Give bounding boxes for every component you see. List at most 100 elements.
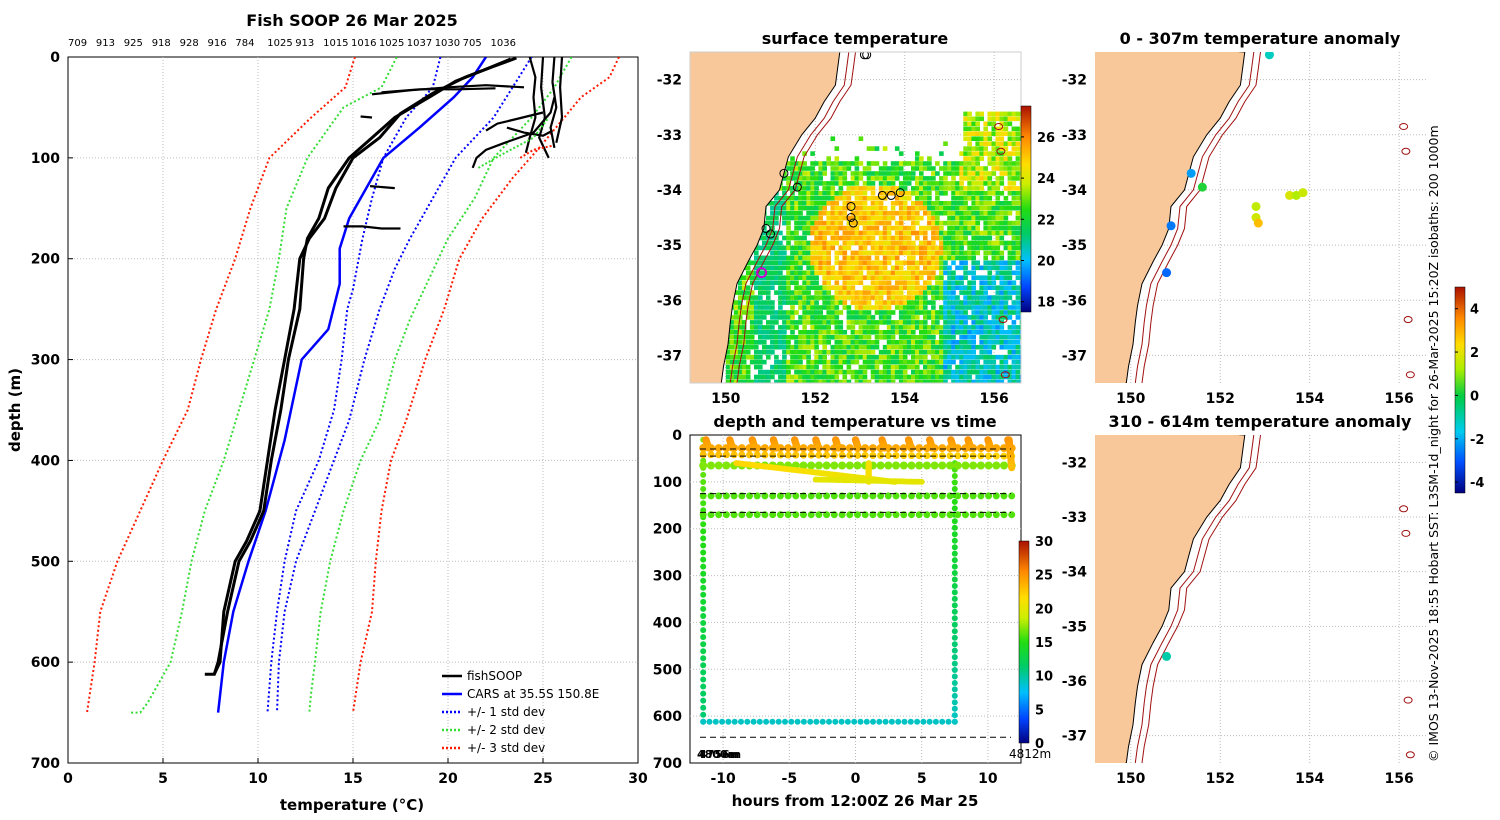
sst-pixel bbox=[967, 176, 972, 181]
sst-pixel bbox=[923, 161, 928, 166]
sst-pixel bbox=[778, 379, 783, 383]
anomaly-point bbox=[1162, 268, 1172, 278]
sst-pixel bbox=[806, 191, 811, 196]
std2-overlay bbox=[477, 116, 550, 169]
sst-pixel bbox=[898, 285, 904, 290]
sst-pixel bbox=[733, 359, 739, 365]
sst-pixel bbox=[826, 275, 831, 280]
sst-pixel bbox=[999, 265, 1005, 271]
sst-pixel bbox=[902, 330, 908, 335]
sst-pixel bbox=[778, 344, 783, 350]
sst-pixel bbox=[886, 374, 892, 380]
sst-pixel bbox=[774, 255, 779, 261]
sst-pixel bbox=[951, 340, 956, 345]
sst-pixel bbox=[790, 161, 795, 166]
sst-pixel bbox=[939, 191, 944, 196]
sst-pixel bbox=[774, 201, 779, 206]
sst-pixel bbox=[971, 121, 976, 127]
sst-pixel bbox=[898, 290, 904, 295]
sst-pixel bbox=[987, 369, 993, 375]
sst-pixel bbox=[798, 235, 803, 241]
sst-station-marker bbox=[766, 229, 776, 239]
sst-pixel bbox=[834, 354, 840, 360]
dt-point bbox=[707, 451, 715, 459]
sst-pixel bbox=[991, 225, 997, 231]
sst-pixel bbox=[733, 349, 739, 355]
sst-pixel bbox=[995, 325, 1001, 330]
sst-pixel bbox=[939, 285, 944, 290]
sst-pixel bbox=[762, 344, 767, 350]
sst-pixel bbox=[959, 340, 964, 345]
sst-pixel bbox=[874, 146, 880, 151]
sst-pixel bbox=[854, 330, 860, 335]
sst-pixel bbox=[927, 275, 932, 280]
sst-pixel bbox=[995, 176, 1001, 181]
sst-pixel bbox=[878, 305, 884, 310]
sst-pixel bbox=[971, 275, 976, 280]
dt-point bbox=[853, 461, 862, 470]
sst-pixel bbox=[866, 240, 872, 246]
sst-pixel bbox=[947, 220, 952, 226]
sst-pixel bbox=[1019, 136, 1021, 141]
sst-pixel bbox=[858, 325, 864, 330]
sst-pixel bbox=[995, 335, 1001, 340]
sst-pixel bbox=[850, 340, 856, 345]
sst-pixel bbox=[774, 340, 779, 345]
sst-pixel bbox=[939, 364, 944, 370]
sst-pixel bbox=[951, 330, 956, 335]
sst-pixel bbox=[999, 230, 1005, 236]
sst-pixel bbox=[741, 305, 747, 310]
sst-pixel bbox=[902, 240, 908, 246]
sst-pixel bbox=[979, 330, 984, 335]
sst-pixel bbox=[822, 340, 827, 345]
sst-pixel bbox=[911, 161, 916, 166]
dt-point bbox=[876, 718, 883, 725]
sst-pixel bbox=[979, 210, 984, 216]
sst-pixel bbox=[955, 225, 960, 231]
sst-pixel bbox=[782, 364, 787, 370]
sst-pixel bbox=[806, 176, 811, 181]
sst-pixel bbox=[1003, 260, 1009, 266]
dt-point bbox=[870, 718, 876, 725]
dt-point bbox=[700, 486, 707, 492]
sst-pixel bbox=[955, 295, 960, 300]
sst-pixel bbox=[995, 374, 1001, 380]
sst-pixel bbox=[1007, 220, 1013, 226]
sst-pixel bbox=[874, 359, 880, 365]
sst-pixel bbox=[818, 379, 823, 383]
sst-pixel bbox=[874, 220, 880, 226]
sst-pixel bbox=[754, 325, 759, 330]
sst-pixel bbox=[971, 210, 976, 216]
sst-pixel bbox=[838, 250, 844, 256]
sst-pixel bbox=[971, 196, 976, 201]
sst-pixel bbox=[786, 290, 791, 295]
dt-point bbox=[700, 479, 707, 485]
sst-pixel bbox=[782, 186, 787, 191]
sst-pixel bbox=[810, 205, 815, 211]
sst-pixel bbox=[947, 181, 952, 186]
sst-pixel bbox=[987, 121, 993, 127]
isobath-line bbox=[736, 52, 856, 383]
sst-pixel bbox=[995, 240, 1001, 246]
sst-pixel bbox=[927, 325, 932, 330]
sst-pixel bbox=[911, 344, 916, 350]
sst-pixel bbox=[927, 250, 932, 256]
sst-pixel bbox=[814, 340, 819, 345]
dt-point bbox=[700, 605, 707, 612]
sst-pixel bbox=[862, 335, 868, 340]
sst-pixel bbox=[1015, 166, 1021, 171]
sst-pixel bbox=[758, 285, 763, 290]
sst-pixel bbox=[874, 285, 880, 290]
sst-pixel bbox=[975, 220, 980, 226]
sst-pixel bbox=[951, 205, 956, 211]
sst-pixel bbox=[1011, 230, 1017, 236]
sst-pixel bbox=[967, 369, 972, 375]
sst-pixel bbox=[749, 325, 755, 330]
sst-pixel bbox=[754, 364, 759, 370]
sst-pixel bbox=[794, 354, 799, 360]
sst-pixel bbox=[762, 310, 767, 315]
sst-pixel bbox=[1015, 270, 1021, 276]
sst-pixel bbox=[834, 201, 840, 206]
sst-pixel bbox=[906, 230, 912, 236]
sst-pixel bbox=[870, 201, 876, 206]
